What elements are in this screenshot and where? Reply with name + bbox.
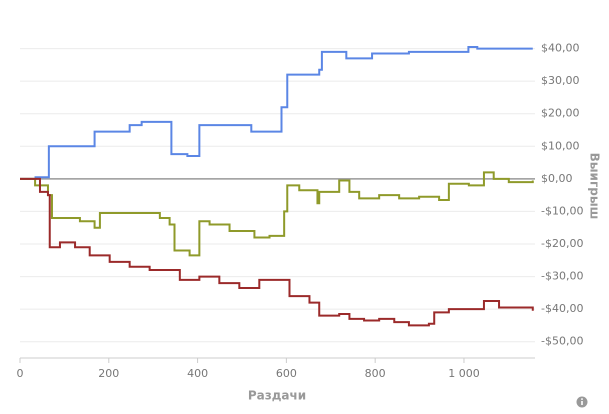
series-line xyxy=(20,171,534,257)
y-tick-label: $10,00 xyxy=(541,139,580,152)
series-line xyxy=(20,45,533,180)
x-axis-title: Раздачи xyxy=(248,389,306,403)
x-tick-label: 800 xyxy=(365,367,386,380)
y-tick-label: $20,00 xyxy=(541,107,580,120)
x-tick-label: 1 000 xyxy=(448,367,480,380)
info-icon[interactable] xyxy=(576,396,588,408)
y-tick-label: $40,00 xyxy=(541,42,580,55)
y-tick-label: $0,00 xyxy=(541,172,573,185)
x-tick-label: 0 xyxy=(17,367,24,380)
series-line xyxy=(20,177,534,327)
y-tick-label: -$30,00 xyxy=(541,270,583,283)
y-tick-label: -$50,00 xyxy=(541,335,583,348)
y-tick-label: -$20,00 xyxy=(541,237,583,250)
y-tick-label: $30,00 xyxy=(541,74,580,87)
info-stem xyxy=(581,401,583,405)
x-tick-label: 600 xyxy=(276,367,297,380)
x-tick-label: 400 xyxy=(187,367,208,380)
y-tick-label: -$10,00 xyxy=(541,204,583,217)
x-tick-label: 200 xyxy=(98,367,119,380)
y-tick-label: -$40,00 xyxy=(541,302,583,315)
y-axis-title: Выигрыш xyxy=(588,153,602,220)
info-dot xyxy=(581,398,583,400)
